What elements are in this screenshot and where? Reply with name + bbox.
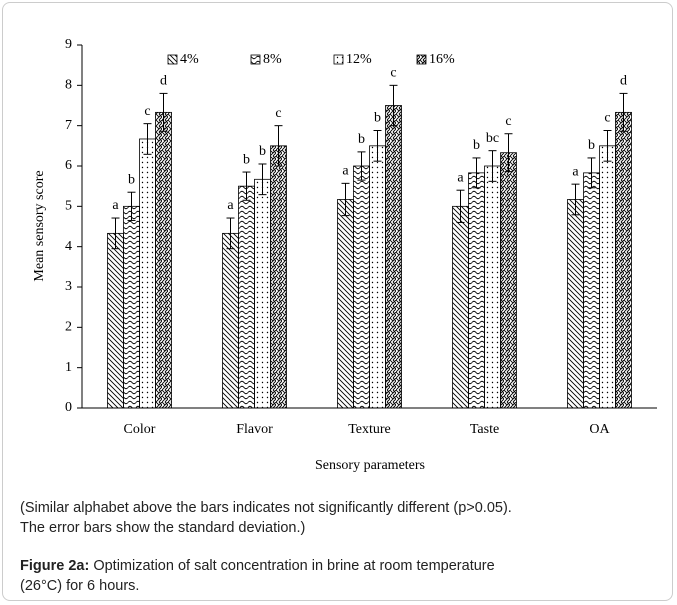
legend-label: 8%: [263, 52, 282, 67]
legend-swatch: [250, 54, 261, 65]
y-axis-title: Mean sensory score: [32, 170, 47, 281]
note-line: (Similar alphabet above the bars indicat…: [20, 500, 512, 516]
chart: Mean sensory score Sensory parameters 0 1…: [32, 37, 657, 473]
significance-label: c: [144, 104, 150, 119]
significance-label: c: [390, 66, 396, 81]
significance-label: b: [128, 172, 135, 187]
y-tick-label: 7: [65, 118, 72, 133]
significance-label: c: [275, 106, 281, 121]
significance-label: b: [243, 152, 250, 167]
caption-line: Figure 2a: Optimization of salt concentr…: [20, 558, 495, 574]
bar: [337, 199, 354, 409]
y-tick-label: 8: [65, 78, 72, 93]
significance-label: a: [457, 170, 464, 185]
significance-label: a: [227, 198, 234, 213]
legend-label: 16%: [429, 52, 455, 67]
y-tick-label: 4: [65, 239, 72, 254]
bar: [270, 145, 287, 409]
caption-line: (26°C) for 6 hours.: [20, 578, 140, 594]
x-tick-label: Flavor: [236, 422, 273, 437]
y-tick-label: 1: [65, 360, 72, 375]
bar: [254, 178, 271, 409]
bar: [155, 111, 172, 409]
note-line: The error bars show the standard deviati…: [20, 520, 306, 536]
significance-label: a: [112, 198, 119, 213]
legend-label: 12%: [346, 52, 372, 67]
x-tick-label: Color: [124, 422, 156, 437]
significance-label: b: [588, 138, 595, 153]
bar: [369, 145, 386, 409]
significance-label: a: [342, 164, 349, 179]
bar: [468, 172, 485, 409]
bar: [567, 199, 584, 409]
significance-label: d: [620, 74, 627, 89]
bar: [484, 165, 501, 409]
bar: [107, 232, 124, 409]
y-tick-label: 9: [65, 37, 72, 52]
significance-label: a: [572, 164, 579, 179]
bar: [452, 205, 469, 409]
legend-swatch: [416, 54, 427, 65]
significance-label: b: [374, 111, 381, 126]
legend-swatch: [333, 54, 344, 65]
caption-text: Optimization of salt concentration in br…: [93, 558, 495, 574]
y-tick-label: 2: [65, 320, 72, 335]
x-tick-label: Texture: [348, 422, 391, 437]
bar: [139, 138, 156, 409]
significance-label: c: [604, 111, 610, 126]
x-tick-label: OA: [589, 422, 610, 437]
bar: [599, 145, 616, 409]
y-tick-label: 5: [65, 199, 72, 214]
significance-label: b: [473, 138, 480, 153]
significance-label: d: [160, 74, 167, 89]
significance-label: bc: [486, 131, 499, 146]
y-tick-label: 6: [65, 158, 72, 173]
x-axis-title: Sensory parameters: [315, 458, 425, 473]
caption-label: Figure 2a:: [20, 558, 90, 574]
bar: [615, 111, 632, 409]
x-tick-label: Taste: [470, 422, 499, 437]
bar: [500, 152, 517, 409]
bar: [222, 232, 239, 409]
bar: [353, 165, 370, 409]
legend-label: 4%: [180, 52, 199, 67]
legend-swatch: [167, 54, 178, 65]
significance-label: b: [259, 144, 266, 159]
bar: [385, 105, 402, 409]
significance-label: b: [358, 132, 365, 147]
significance-label: c: [505, 114, 511, 129]
y-tick-label: 3: [65, 279, 72, 294]
bar: [583, 172, 600, 409]
bar: [238, 185, 255, 409]
bar: [123, 205, 140, 409]
y-tick-label: 0: [65, 400, 72, 415]
